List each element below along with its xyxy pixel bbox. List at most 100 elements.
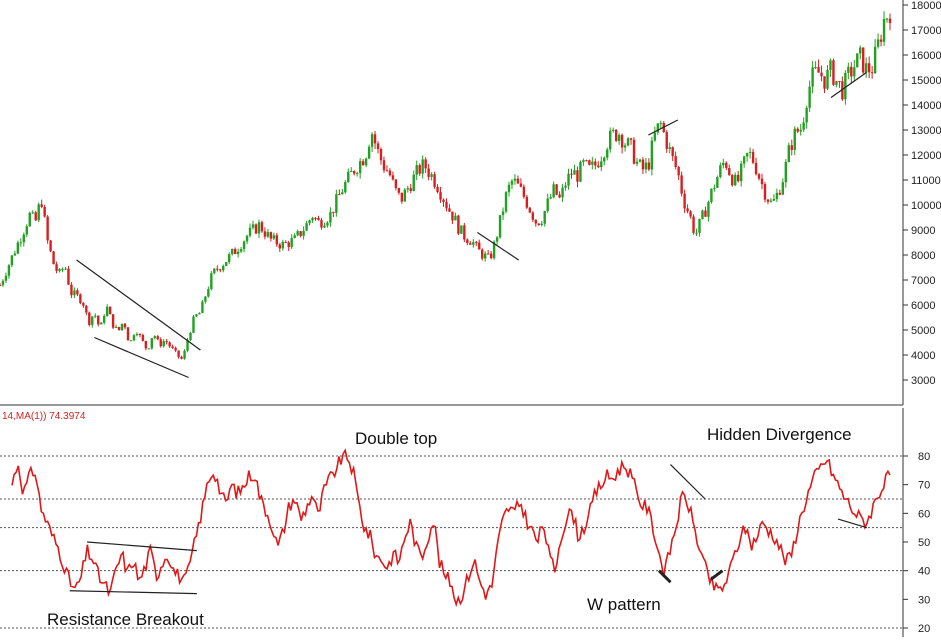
price-tick-label: 17000 <box>911 25 941 37</box>
candle-body <box>722 162 725 166</box>
candle-body <box>856 53 859 68</box>
candle-body <box>489 253 493 259</box>
candle-body <box>647 162 651 170</box>
trend-line-resistance-bottom <box>69 590 197 595</box>
candle-body <box>742 156 746 164</box>
candle-body <box>525 196 529 208</box>
candle-body <box>40 204 43 207</box>
candle-body <box>82 303 85 306</box>
candle-body <box>376 143 380 149</box>
candle-body <box>171 346 174 348</box>
candle-body <box>10 255 14 266</box>
candle-body <box>55 264 58 271</box>
candle-body <box>299 231 302 236</box>
candle-body <box>120 323 124 331</box>
candle-body <box>528 207 532 213</box>
candle-body <box>222 265 225 271</box>
trend-line-hidden-div-bottom <box>837 518 868 529</box>
candle-body <box>192 316 195 333</box>
price-tick-label: 14000 <box>911 100 941 112</box>
candle-body <box>168 342 171 347</box>
candle-body <box>132 335 136 341</box>
candle-body <box>16 242 20 254</box>
candle-body <box>230 248 234 255</box>
candle-body <box>829 60 832 70</box>
candle-body <box>433 174 436 187</box>
candle-body <box>439 192 442 200</box>
trend-line-w-low-2 <box>710 569 724 581</box>
annotation-resistance-breakout: Resistance Breakout <box>47 610 204 629</box>
candle-body <box>820 72 823 77</box>
price-ticks: 3000 4000 5000 6000 7000 8000 9000 10000 11000 12… <box>903 0 941 387</box>
candle-body <box>373 134 377 144</box>
candle-body <box>888 18 892 24</box>
candle-body <box>736 174 740 182</box>
candle-body <box>635 161 639 164</box>
candle-body <box>135 334 139 336</box>
candle-body <box>79 294 82 304</box>
price-tick-label: 15000 <box>911 75 941 87</box>
candle-body <box>73 290 76 296</box>
candle-body <box>731 175 734 186</box>
candle-body <box>495 237 499 242</box>
candle-body <box>570 173 573 175</box>
candle-body <box>1 280 5 286</box>
candle-body <box>123 323 127 328</box>
candle-body <box>469 243 472 245</box>
annotation-double-top: Double top <box>355 429 437 448</box>
candle-body <box>233 248 237 255</box>
price-tick-label: 7000 <box>911 275 935 287</box>
candle-body <box>31 212 34 214</box>
candle-body <box>885 18 889 20</box>
candle-body <box>603 157 606 162</box>
candle-body <box>534 219 537 224</box>
candle-body <box>117 326 121 331</box>
candle-body <box>111 314 115 328</box>
candle-body <box>67 268 70 285</box>
annotation-hidden-divergence: Hidden Divergence <box>707 425 852 444</box>
candle-body <box>174 347 177 351</box>
candle-body <box>347 171 350 183</box>
candle-body <box>70 284 73 296</box>
candle-body <box>361 161 365 166</box>
candle-body <box>424 159 427 169</box>
candle-body <box>448 208 451 212</box>
candle-body <box>177 350 180 357</box>
candle-body <box>588 160 591 165</box>
candle-body <box>698 218 701 233</box>
candle-body <box>364 158 368 166</box>
candle-body <box>463 225 466 240</box>
candle-body <box>606 149 609 158</box>
rsi-line <box>11 448 891 608</box>
price-candles <box>0 11 892 360</box>
candle-body <box>600 161 603 168</box>
candle-body <box>266 232 270 237</box>
candle-body <box>784 161 788 183</box>
candle-body <box>436 186 439 193</box>
rsi-ticks: 20 30 40 50 60 70 80 <box>903 451 930 635</box>
candle-body <box>216 268 219 270</box>
candle-body <box>326 222 329 226</box>
candle-body <box>296 231 299 236</box>
candle-body <box>367 146 371 159</box>
candle-body <box>754 162 758 175</box>
candle-body <box>344 182 347 193</box>
candle-body <box>126 327 130 341</box>
candle-body <box>418 165 421 174</box>
candle-body <box>841 81 844 100</box>
annotation-w-pattern: W pattern <box>587 595 661 614</box>
candle-body <box>293 235 296 239</box>
candle-body <box>748 151 752 153</box>
candle-body <box>13 253 17 256</box>
candle-body <box>46 216 49 241</box>
candle-body <box>516 178 520 184</box>
candle-body <box>236 251 240 255</box>
candle-body <box>853 67 856 77</box>
candle-body <box>442 199 445 202</box>
trend-line-w-bottom-line <box>477 232 520 261</box>
candle-body <box>37 204 40 221</box>
candle-body <box>859 47 862 54</box>
price-tick-label: 10000 <box>911 200 941 212</box>
trend-line-w-low-1 <box>657 569 672 584</box>
